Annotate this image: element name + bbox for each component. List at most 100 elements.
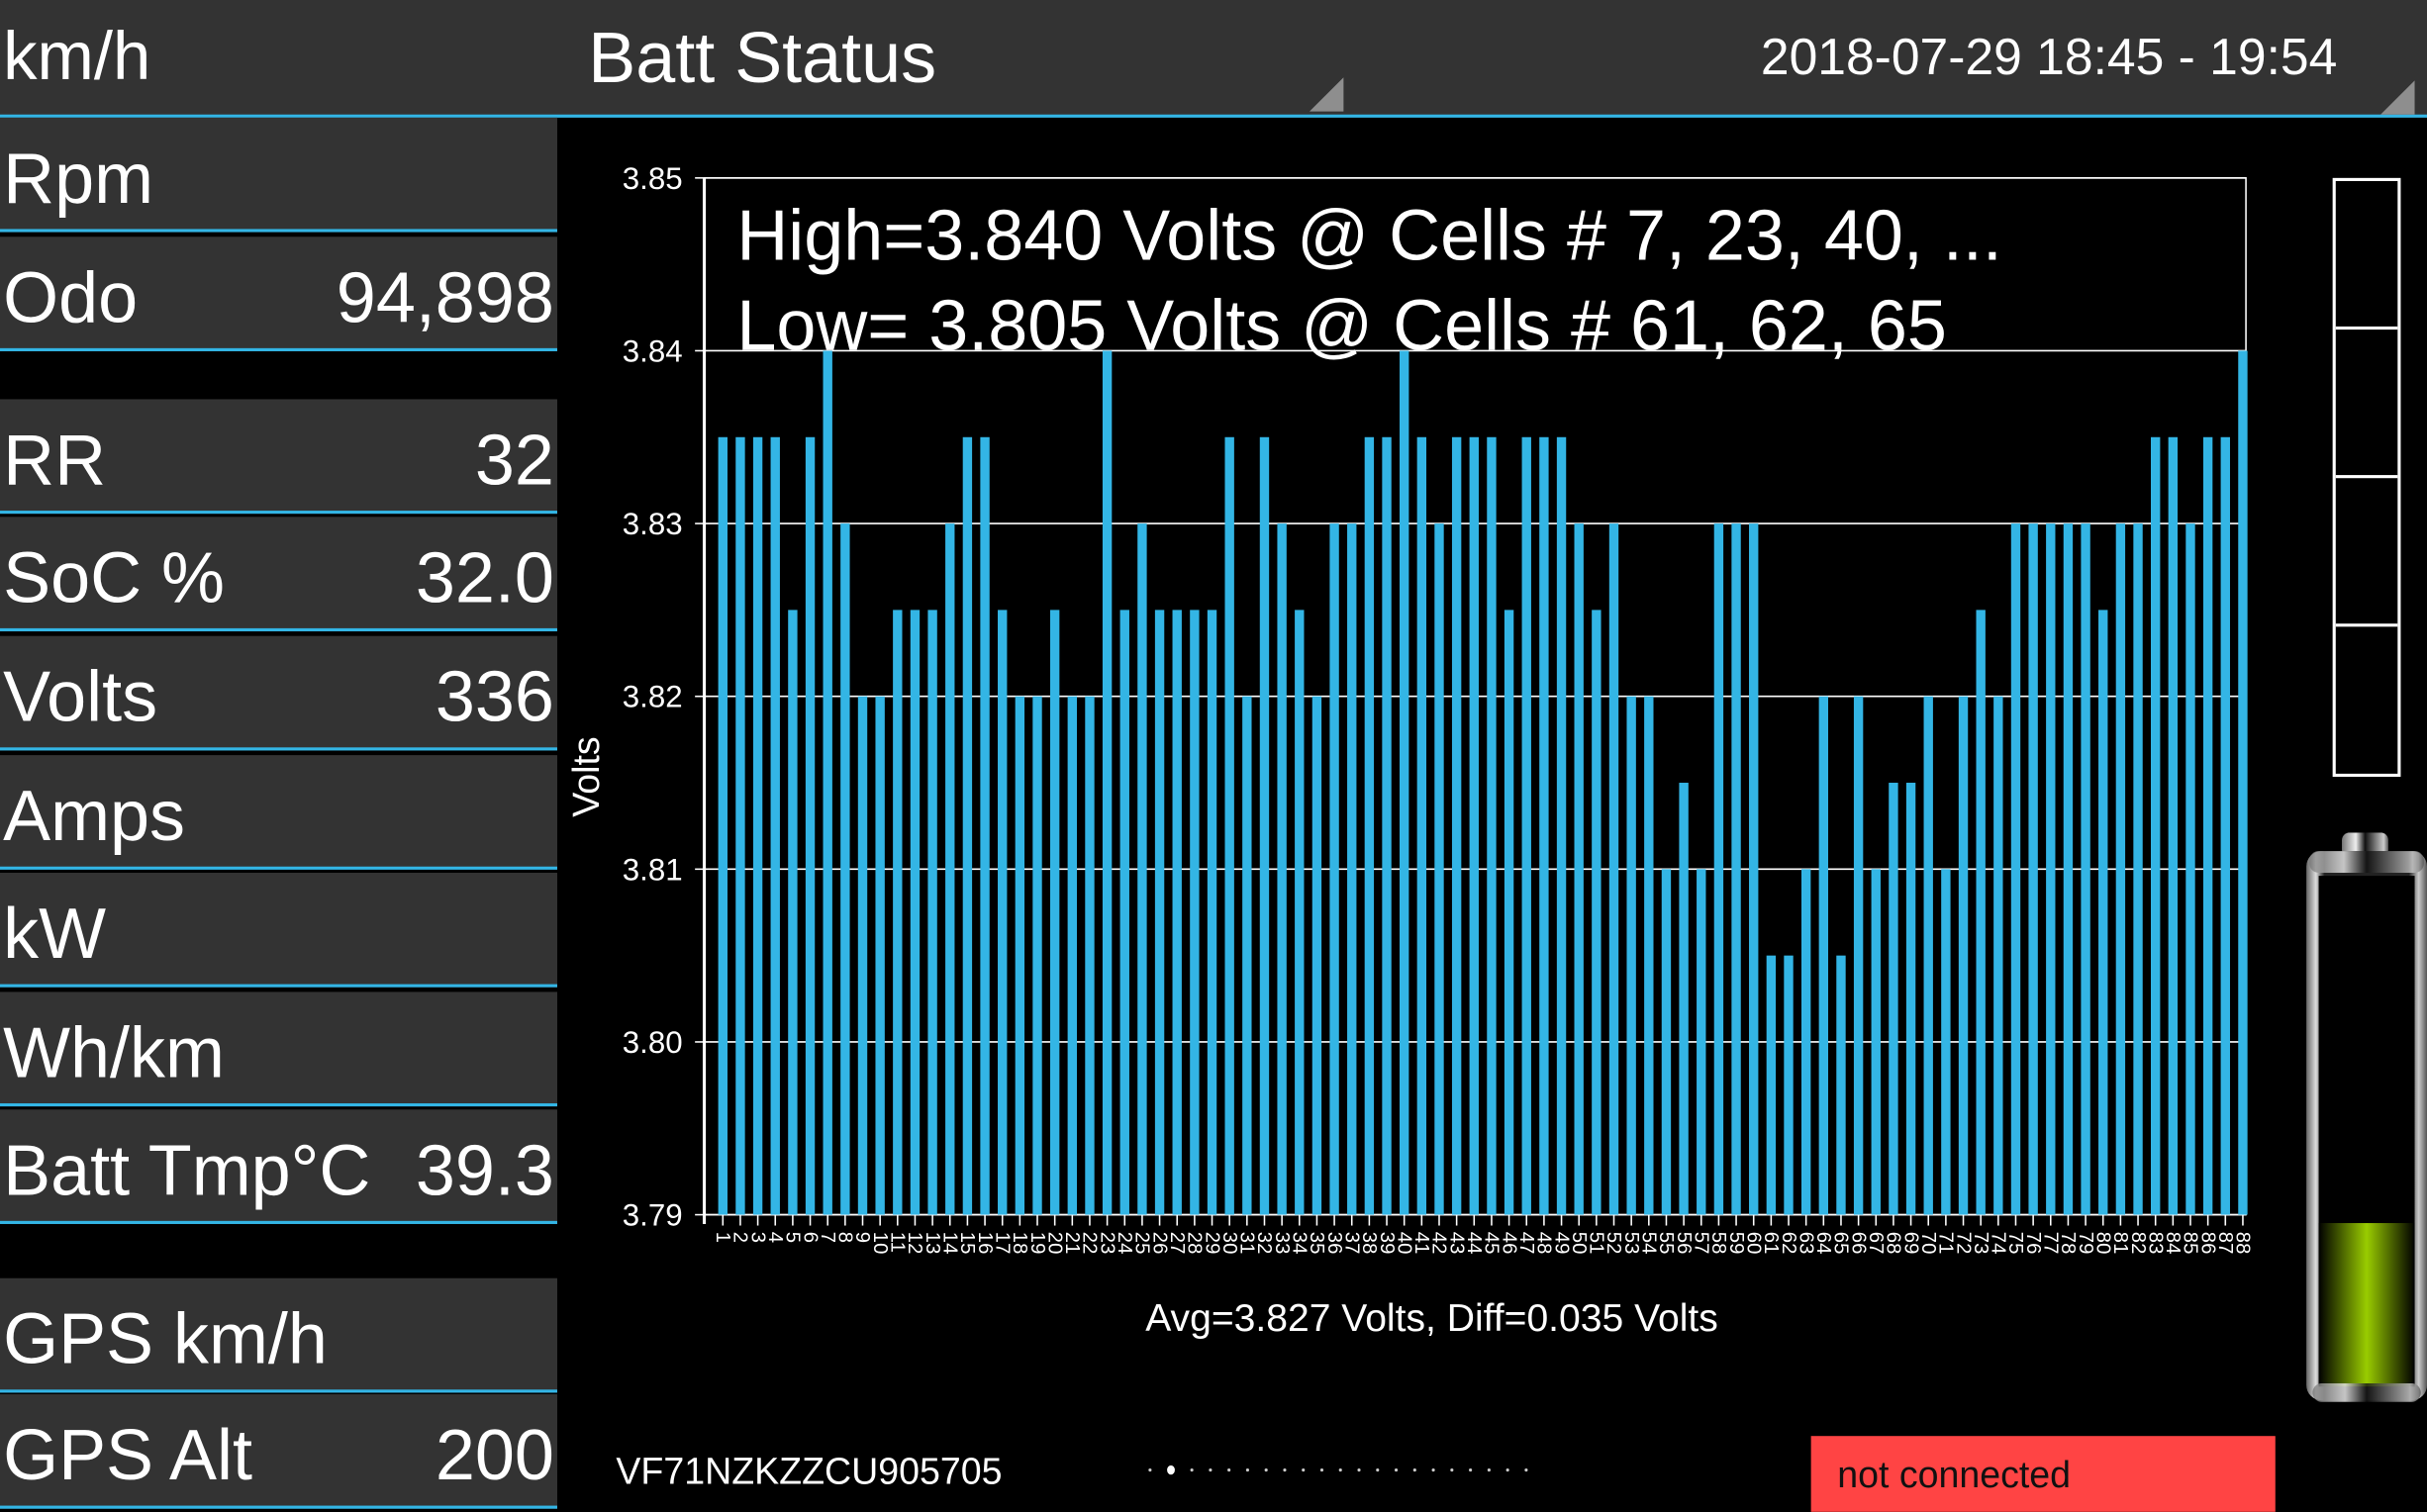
x-tick-label: 45 xyxy=(1481,1232,1503,1255)
gauge-label: GPS Alt xyxy=(3,1414,253,1495)
bar-cell-71 xyxy=(1941,869,1951,1215)
bar-cell-29 xyxy=(1207,610,1217,1215)
y-axis-label: Volts xyxy=(565,736,607,816)
page-dot[interactable] xyxy=(1264,1468,1268,1472)
x-tick-label: 43 xyxy=(1445,1232,1467,1255)
page-dot[interactable] xyxy=(1376,1468,1380,1472)
page-dot[interactable] xyxy=(1283,1468,1287,1472)
page-dot[interactable] xyxy=(1245,1468,1249,1472)
bar-cell-2 xyxy=(735,436,745,1215)
page-dot[interactable] xyxy=(1148,1468,1152,1472)
page-dot[interactable] xyxy=(1357,1468,1361,1472)
page-dot[interactable] xyxy=(1394,1468,1399,1472)
x-tick-label: 70 xyxy=(1917,1232,1939,1255)
screen-title[interactable]: Batt Status xyxy=(588,17,937,98)
bar-cell-55 xyxy=(1661,869,1672,1215)
bar-cell-32 xyxy=(1259,436,1270,1215)
bar-cell-57 xyxy=(1697,869,1706,1215)
page-dot[interactable] xyxy=(1469,1468,1473,1472)
x-tick-label: 85 xyxy=(2180,1232,2201,1255)
gauge-label: GPS km/h xyxy=(3,1298,328,1379)
page-dot[interactable] xyxy=(1209,1468,1213,1472)
page-dot[interactable] xyxy=(1450,1468,1454,1472)
bar-cell-3 xyxy=(752,436,763,1215)
bar-cell-59 xyxy=(1731,523,1741,1215)
x-tick-label: 23 xyxy=(1096,1232,1117,1255)
page-dot[interactable] xyxy=(1338,1468,1342,1472)
bar-cell-85 xyxy=(2185,523,2195,1215)
page-dot[interactable] xyxy=(1505,1468,1509,1472)
x-tick-label: 82 xyxy=(2127,1232,2149,1255)
x-tick-label: 37 xyxy=(1340,1232,1362,1255)
bar-cell-20 xyxy=(1049,610,1060,1215)
gauge-row-rpm[interactable]: Rpm xyxy=(0,117,557,233)
bar-cell-13 xyxy=(927,610,937,1215)
gauge-row-odo[interactable]: Odo 94,898 xyxy=(0,236,557,351)
title-dropdown-corner-icon[interactable] xyxy=(1309,77,1344,112)
bar-cell-40 xyxy=(1399,350,1409,1215)
page-dot[interactable] xyxy=(1302,1468,1306,1472)
bar-cell-88 xyxy=(2238,350,2248,1215)
page-indicator[interactable] xyxy=(1148,1455,1528,1485)
bar-cell-4 xyxy=(770,436,780,1215)
page-dot[interactable] xyxy=(1431,1468,1435,1472)
page-dot[interactable] xyxy=(1487,1468,1491,1472)
datetime-range[interactable]: 2018-07-29 18:45 - 19:54 xyxy=(1760,28,2338,86)
gauge-value: 39.3 xyxy=(415,1129,554,1210)
speed-unit-label[interactable]: km/h xyxy=(3,18,151,95)
bar-cell-48 xyxy=(1539,436,1549,1215)
page-dot[interactable] xyxy=(1412,1468,1416,1472)
x-tick-label: 83 xyxy=(2144,1232,2166,1255)
gauge-row-wh-km[interactable]: Wh/km xyxy=(0,992,557,1107)
y-tick-label: 3.80 xyxy=(623,1025,683,1060)
page-dot[interactable] xyxy=(1524,1468,1528,1472)
gauge-row-gps-alt[interactable]: GPS Alt 200 xyxy=(0,1393,557,1509)
page-dot[interactable] xyxy=(1227,1468,1231,1472)
bar-cell-58 xyxy=(1713,523,1724,1215)
gauge-row-gps-km-h[interactable]: GPS km/h xyxy=(0,1277,557,1393)
bar-cell-33 xyxy=(1277,523,1287,1215)
chart-annotation-line: High=3.840 Volts @ Cells # 7, 23, 40, ..… xyxy=(736,197,2001,276)
gauge-row-rr[interactable]: RR 32 xyxy=(0,399,557,515)
gauge-segment xyxy=(2335,478,2398,627)
x-tick-label: 88 xyxy=(2232,1232,2254,1255)
bar-cell-7 xyxy=(823,350,832,1215)
x-tick-label: 79 xyxy=(2075,1232,2096,1255)
x-tick-label: 13 xyxy=(922,1232,943,1255)
bar-cell-68 xyxy=(1889,783,1898,1215)
x-tick-label: 7 xyxy=(817,1232,838,1243)
gauge-label: Wh/km xyxy=(3,1011,225,1093)
bar-cell-14 xyxy=(945,523,955,1215)
gauge-row-soc[interactable]: SoC % 32.0 xyxy=(0,517,557,632)
bar-cell-36 xyxy=(1329,523,1339,1215)
y-tick-label: 3.82 xyxy=(623,680,683,714)
y-tick-label: 3.79 xyxy=(623,1198,683,1233)
x-tick-label: 5 xyxy=(782,1232,804,1243)
date-dropdown-corner-icon[interactable] xyxy=(2380,80,2415,115)
bar-cell-49 xyxy=(1556,436,1567,1215)
gauge-row-volts[interactable]: Volts 336 xyxy=(0,635,557,751)
bar-cell-39 xyxy=(1382,436,1392,1215)
x-tick-label: 57 xyxy=(1691,1232,1712,1255)
gauge-row-amps[interactable]: Amps xyxy=(0,755,557,870)
page-dot[interactable] xyxy=(1319,1468,1324,1472)
x-tick-label: 76 xyxy=(2022,1232,2044,1255)
x-tick-label: 71 xyxy=(1935,1232,1957,1255)
page-dot-active[interactable] xyxy=(1167,1465,1175,1475)
connection-status-badge[interactable]: not connected xyxy=(1810,1436,2276,1512)
gauge-row-kw[interactable]: kW xyxy=(0,872,557,988)
bar-cell-23 xyxy=(1102,350,1113,1215)
x-tick-label: 62 xyxy=(1778,1232,1799,1255)
x-tick-label: 59 xyxy=(1725,1232,1747,1255)
x-tick-label: 14 xyxy=(939,1232,961,1255)
connection-status-text: not connected xyxy=(1837,1454,2072,1497)
gauge-row-batt-tmp-c[interactable]: Batt Tmp°C 39.3 xyxy=(0,1109,557,1224)
x-tick-label: 4 xyxy=(764,1232,786,1243)
x-tick-label: 56 xyxy=(1673,1232,1695,1255)
page-dot[interactable] xyxy=(1190,1468,1194,1472)
gauge-label: Odo xyxy=(3,256,139,337)
x-tick-label: 32 xyxy=(1253,1232,1275,1255)
x-tick-label: 47 xyxy=(1515,1232,1537,1255)
bar-cell-67 xyxy=(1871,869,1881,1215)
